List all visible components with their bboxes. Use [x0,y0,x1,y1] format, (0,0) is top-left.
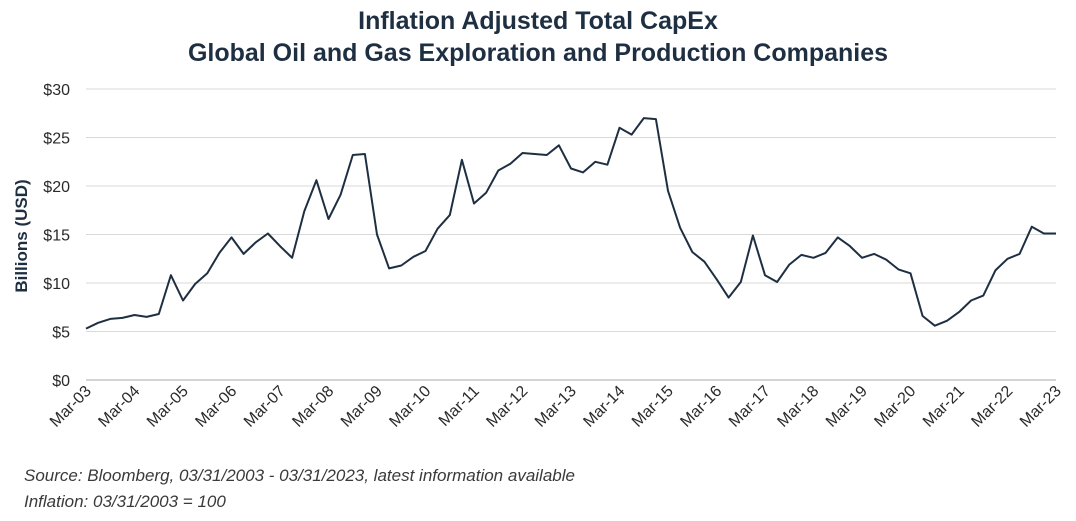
y-tick-label: $30 [43,82,70,99]
y-tick-label: $5 [52,325,70,342]
series-line [85,117,1056,330]
x-tick-label: Mar-16 [677,383,725,431]
x-tick-label: Mar-19 [823,383,871,431]
x-tick-labels: Mar-03 Mar-04 Mar-05 Mar-06 Mar-07 Mar-08 Mar-… [47,383,1065,431]
y-tick-labels: $0 $5 $10 $15 $20 $25 $30 [43,82,70,390]
x-tick-label: Mar-18 [774,383,822,431]
x-tick-label: Mar-06 [192,383,240,431]
x-tick-label: Mar-10 [386,383,434,431]
y-tick-label: $15 [43,228,70,245]
x-tick-label: Mar-14 [580,383,628,431]
x-tick-label: Mar-20 [871,383,919,431]
x-tick-label: Mar-23 [1017,383,1065,431]
x-tick-label: Mar-04 [95,383,143,431]
x-tick-label: Mar-05 [144,383,192,431]
source-note: Source: Bloomberg, 03/31/2003 - 03/31/20… [24,466,575,485]
y-tick-label: $20 [43,179,70,196]
x-tick-label: Mar-17 [726,383,774,431]
x-tick-label: Mar-08 [289,383,337,431]
x-tick-label: Mar-15 [629,383,677,431]
gridlines [86,88,1056,381]
x-tick-label: Mar-11 [436,383,483,430]
x-tick-label: Mar-21 [920,383,968,431]
inflation-note: Inflation: 03/31/2003 = 100 [24,492,226,511]
x-tick-label: Mar-13 [532,383,580,431]
y-axis-label: Billions (USD) [12,179,31,292]
y-tick-label: $0 [52,373,70,390]
chart-subtitle: Global Oil and Gas Exploration and Produ… [187,39,889,67]
x-tick-label: Mar-12 [483,383,531,431]
x-tick-label: Mar-22 [968,383,1016,431]
series-group [85,117,1056,330]
x-tick-label: Mar-07 [241,383,289,431]
y-tick-label: $25 [43,131,70,148]
x-tick-label: Mar-09 [338,383,386,431]
y-tick-label: $10 [43,276,70,293]
chart-title: Inflation Adjusted Total CapEx [358,7,718,35]
